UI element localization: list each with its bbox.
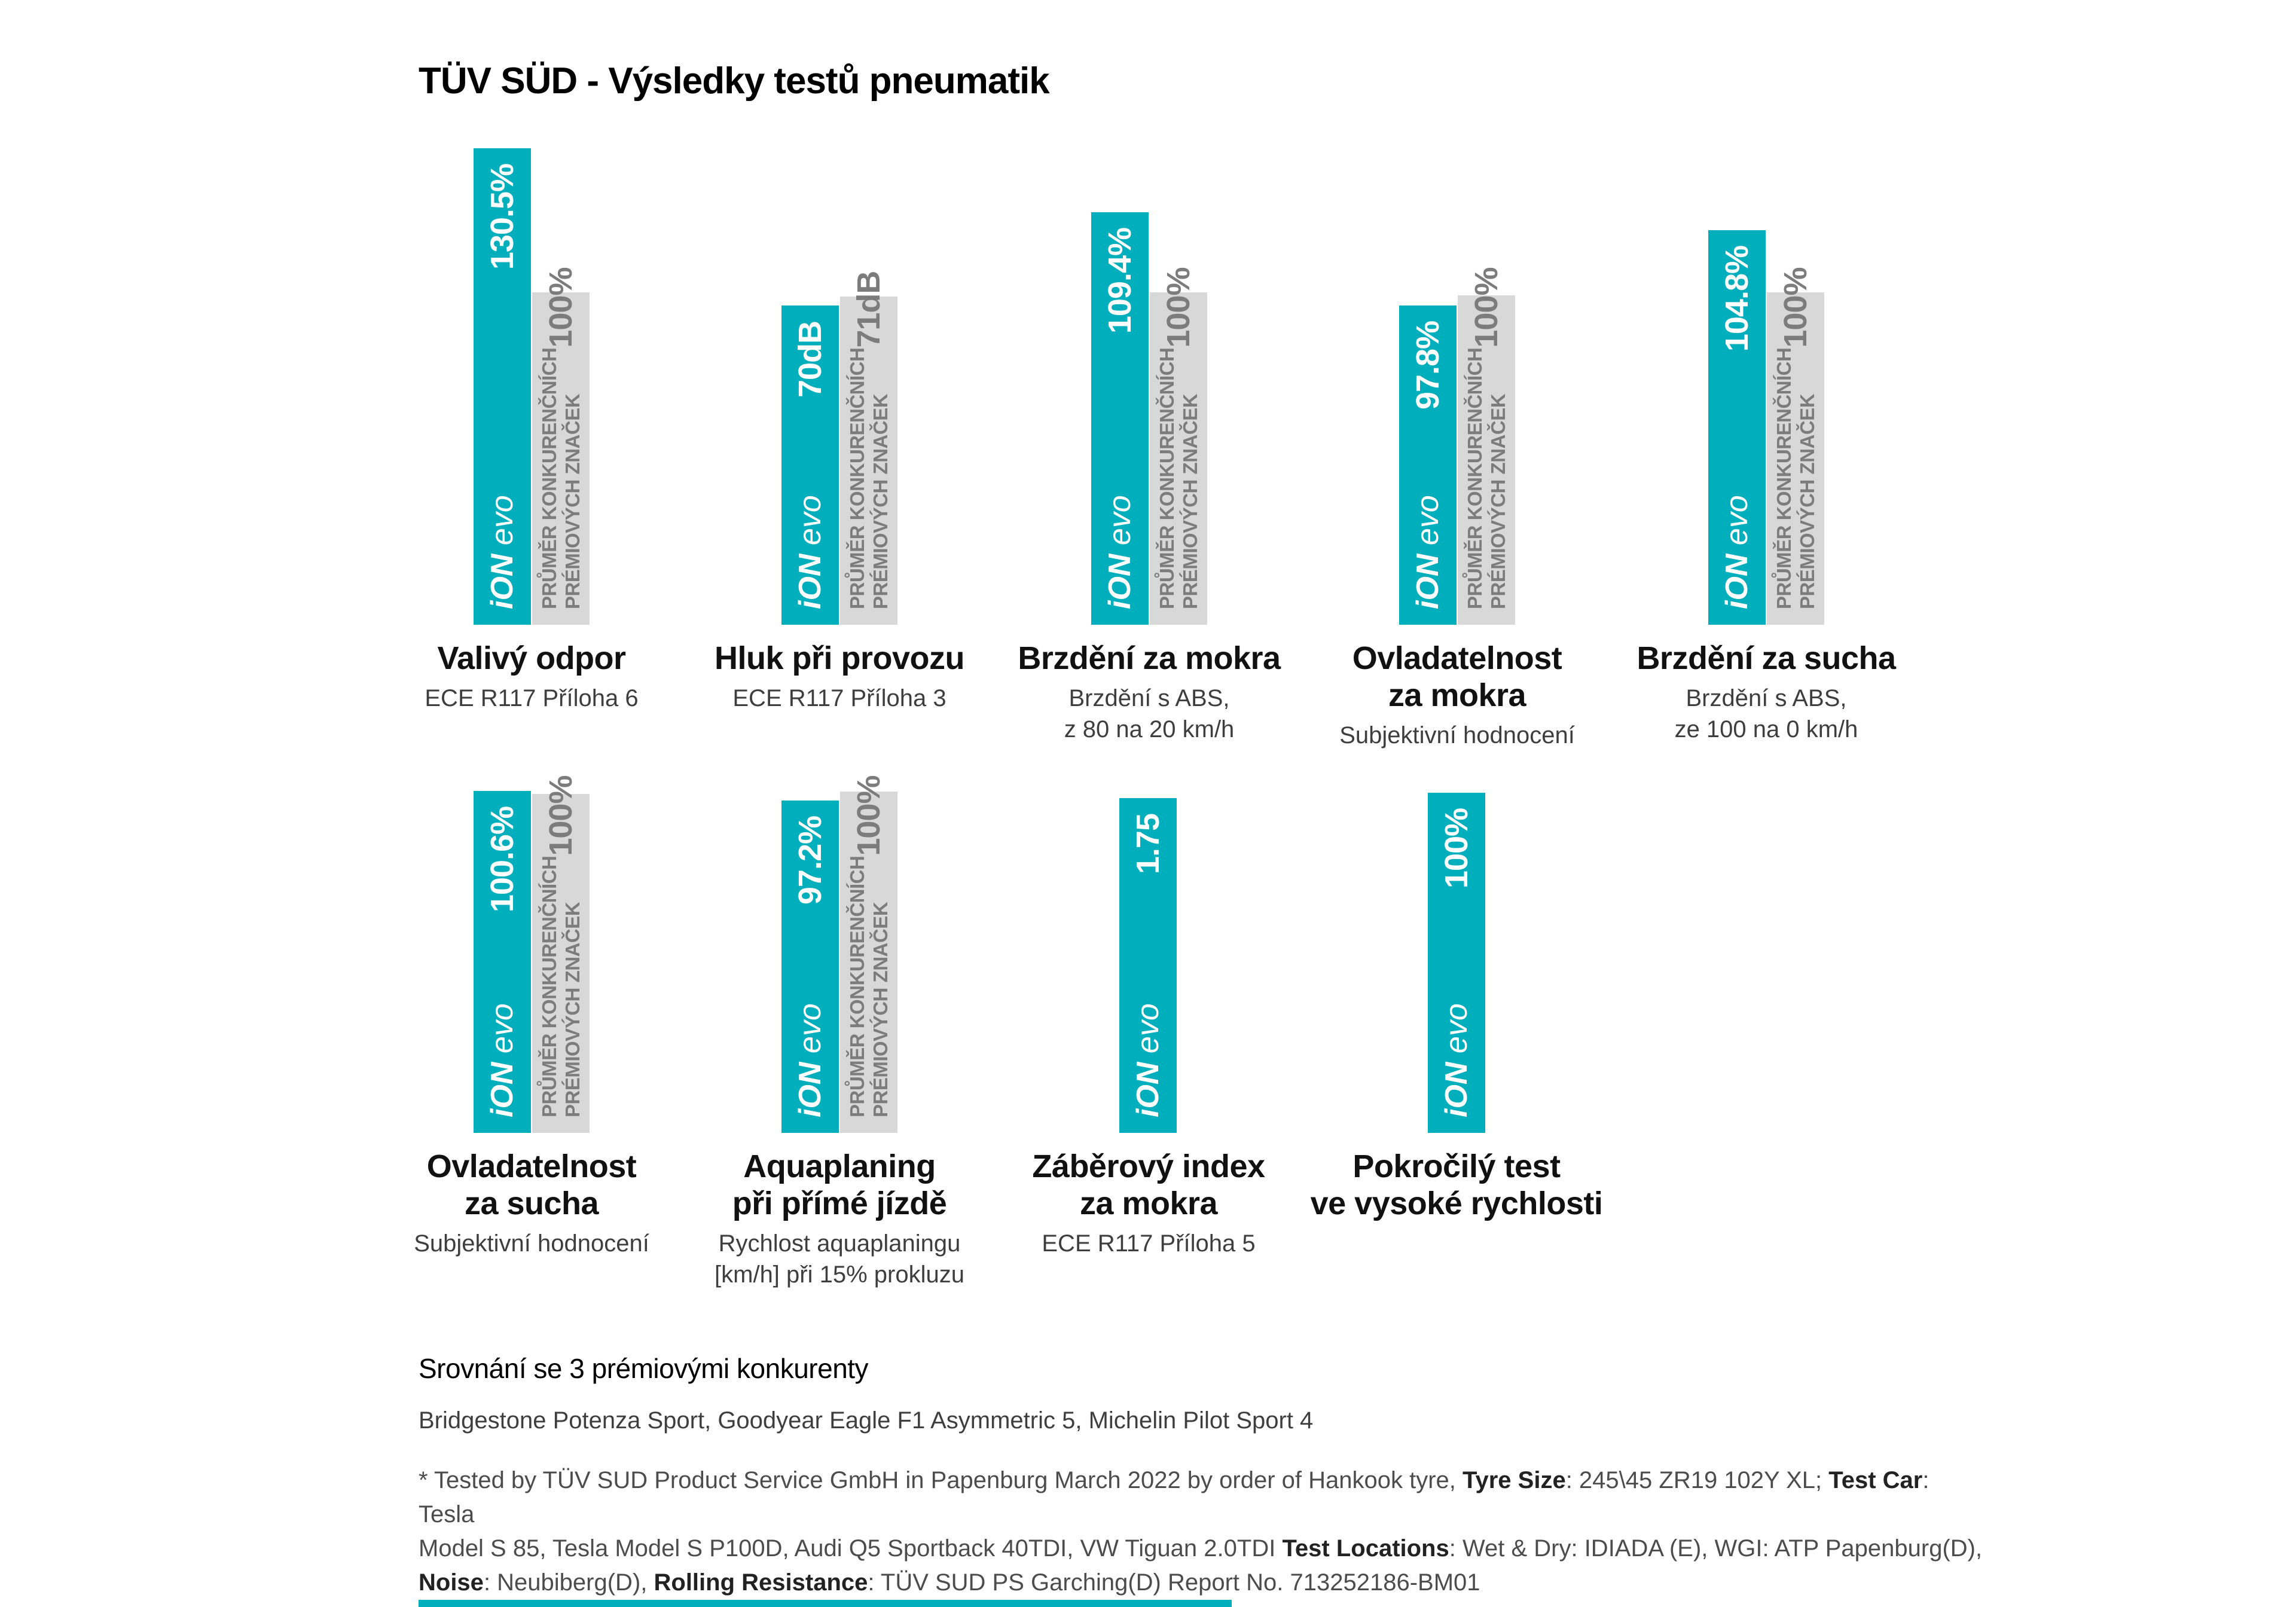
group-title: za mokra	[1079, 1186, 1218, 1221]
bar-value: 130.5%	[484, 164, 520, 270]
competitor-average-label: PRŮMĚR KONKURENČNÍCH PRÉMIOVÝCH ZNAČEK	[1464, 347, 1509, 609]
ion-evo-logo: iON evo	[1720, 495, 1754, 609]
group-title: Pokročilý test	[1352, 1148, 1561, 1184]
bar-ion-evo: iON evo 100.6%	[474, 791, 531, 1133]
bar-competitor-average: PRŮMĚR KONKURENČNÍCH PRÉMIOVÝCH ZNAČEK 100…	[532, 268, 590, 625]
group-subtitle: Brzdění s ABS, z 80 na 20 km/h	[1064, 685, 1235, 743]
footnote-line: Model S 85, Tesla Model S P100D, Audi Q5…	[419, 1535, 1983, 1562]
group-subtitle: Rychlost aquaplaningu [km/h] při 15% prok…	[715, 1230, 964, 1288]
group-title: při přímé jízdě	[732, 1186, 947, 1221]
ion-evo-logo: iON evo	[1439, 1003, 1474, 1117]
group-title: ve vysoké rychlosti	[1310, 1186, 1603, 1221]
competitor-average-label: PRŮMĚR KONKURENČNÍCH PRÉMIOVÝCH ZNAČEK	[1773, 347, 1818, 609]
bar-competitor-average: PRŮMĚR KONKURENČNÍCH PRÉMIOVÝCH ZNAČEK 100…	[1458, 268, 1515, 625]
bar-ion-evo: iON evo 100%	[1428, 793, 1485, 1133]
bar-ion-evo: iON evo 1.75	[1119, 798, 1177, 1133]
bar-value: 100%	[851, 775, 887, 856]
group-title: za sucha	[464, 1186, 599, 1221]
competitor-average-label: PRŮMĚR KONKURENČNÍCH PRÉMIOVÝCH ZNAČEK	[1156, 347, 1201, 609]
bar-value: 100%	[1468, 267, 1504, 348]
bar-value: 100%	[1161, 267, 1196, 348]
footnote-line: * Tested by TÜV SUD Product Service GmbH…	[419, 1467, 1929, 1527]
bar-value: 71dB	[851, 271, 887, 348]
bar-ion-evo: iON evo 104.8%	[1708, 230, 1766, 625]
bar-value: 100%	[1439, 808, 1474, 889]
group-label: Brzdění za mokra Brzdění s ABS, z 80 na 20…	[946, 640, 1352, 745]
competitor-average-label: PRŮMĚR KONKURENČNÍCH PRÉMIOVÝCH ZNAČEK	[538, 347, 584, 609]
bar-value: 100%	[543, 267, 579, 348]
ion-evo-logo: iON evo	[485, 1003, 520, 1117]
ion-evo-logo: iON evo	[485, 495, 520, 609]
competitor-list: Bridgestone Potenza Sport, Goodyear Eagl…	[419, 1407, 1314, 1434]
bar-ion-evo: iON evo 109.4%	[1091, 212, 1149, 625]
group-title: Brzdění za sucha	[1636, 640, 1896, 676]
group-subtitle: Subjektivní hodnocení	[414, 1230, 649, 1257]
ion-evo-logo: iON evo	[1103, 495, 1137, 609]
bar-value: 100.6%	[484, 806, 520, 913]
group-title: Ovladatelnost	[1352, 640, 1562, 676]
group-label: Ovladatelnost za mokra Subjektivní hodnoce…	[1254, 640, 1660, 751]
bar-ion-evo: iON evo 130.5%	[474, 148, 531, 625]
group-title: Aquaplaning	[743, 1148, 936, 1184]
bar-ion-evo: iON evo 97.8%	[1399, 305, 1457, 625]
group-title: Ovladatelnost	[426, 1148, 637, 1184]
group-label: Ovladatelnost za sucha Subjektivní hodnoce…	[328, 1148, 735, 1259]
group-subtitle: ECE R117 Příloha 6	[425, 685, 639, 711]
bar-value: 70dB	[792, 321, 828, 398]
bar-value: 1.75	[1130, 814, 1166, 875]
group-subtitle: ECE R117 Příloha 3	[732, 685, 947, 711]
bar-competitor-average: PRŮMĚR KONKURENČNÍCH PRÉMIOVÝCH ZNAČEK 100…	[840, 776, 897, 1133]
competitor-average-label: PRŮMĚR KONKURENČNÍCH PRÉMIOVÝCH ZNAČEK	[538, 856, 584, 1117]
group-label: Aquaplaning při přímé jízdě Rychlost aquap…	[636, 1148, 1043, 1290]
group-subtitle: Subjektivní hodnocení	[1339, 722, 1575, 748]
group-title: Hluk při provozu	[714, 640, 965, 676]
ion-evo-logo: iON evo	[793, 495, 828, 609]
group-label: Záběrový index za mokra ECE R117 Příloha 5	[945, 1148, 1352, 1259]
group-title: Záběrový index	[1032, 1148, 1265, 1184]
competitor-average-label: PRŮMĚR KONKURENČNÍCH PRÉMIOVÝCH ZNAČEK	[846, 347, 891, 609]
bar-value: 97.8%	[1410, 321, 1446, 410]
bar-ion-evo: iON evo 70dB	[781, 305, 839, 625]
bottom-accent-line	[419, 1600, 1232, 1607]
group-subtitle: Brzdění s ABS, ze 100 na 0 km/h	[1674, 685, 1858, 743]
comparison-heading: Srovnání se 3 prémiovými konkurenty	[419, 1353, 869, 1384]
group-label: Brzdění za sucha Brzdění s ABS, ze 100 na …	[1563, 640, 1970, 745]
ion-evo-logo: iON evo	[1410, 495, 1445, 609]
group-title: Brzdění za mokra	[1018, 640, 1281, 676]
bar-ion-evo: iON evo 97.2%	[781, 801, 839, 1133]
bar-value: 109.4%	[1102, 228, 1138, 334]
bar-competitor-average: PRŮMĚR KONKURENČNÍCH PRÉMIOVÝCH ZNAČEK 100…	[1150, 268, 1207, 625]
ion-evo-logo: iON evo	[1131, 1003, 1165, 1117]
bar-competitor-average: PRŮMĚR KONKURENČNÍCH PRÉMIOVÝCH ZNAČEK 100…	[532, 776, 590, 1133]
group-label: Pokročilý test ve vysoké rychlosti	[1253, 1148, 1660, 1222]
bar-value: 100%	[1778, 267, 1813, 348]
group-title: Valivý odpor	[437, 640, 626, 676]
group-label: Hluk při provozu ECE R117 Příloha 3	[636, 640, 1043, 714]
bar-value: 104.8%	[1719, 246, 1755, 352]
competitor-average-label: PRŮMĚR KONKURENČNÍCH PRÉMIOVÝCH ZNAČEK	[846, 856, 891, 1117]
bar-value: 100%	[543, 775, 579, 856]
group-title: za mokra	[1388, 677, 1526, 713]
group-subtitle: ECE R117 Příloha 5	[1042, 1230, 1256, 1257]
test-footnote: * Tested by TÜV SUD Product Service GmbH…	[419, 1464, 1985, 1600]
page-title: TÜV SÜD - Výsledky testů pneumatik	[419, 60, 1050, 102]
bar-competitor-average: PRŮMĚR KONKURENČNÍCH PRÉMIOVÝCH ZNAČEK 71d…	[840, 271, 897, 625]
ion-evo-logo: iON evo	[793, 1003, 828, 1117]
footnote-line: Noise: Neubiberg(D), Rolling Resistance:…	[419, 1569, 1480, 1596]
group-label: Valivý odpor ECE R117 Příloha 6	[328, 640, 735, 714]
bar-competitor-average: PRŮMĚR KONKURENČNÍCH PRÉMIOVÝCH ZNAČEK 100…	[1767, 268, 1824, 625]
bar-value: 97.2%	[792, 816, 828, 905]
